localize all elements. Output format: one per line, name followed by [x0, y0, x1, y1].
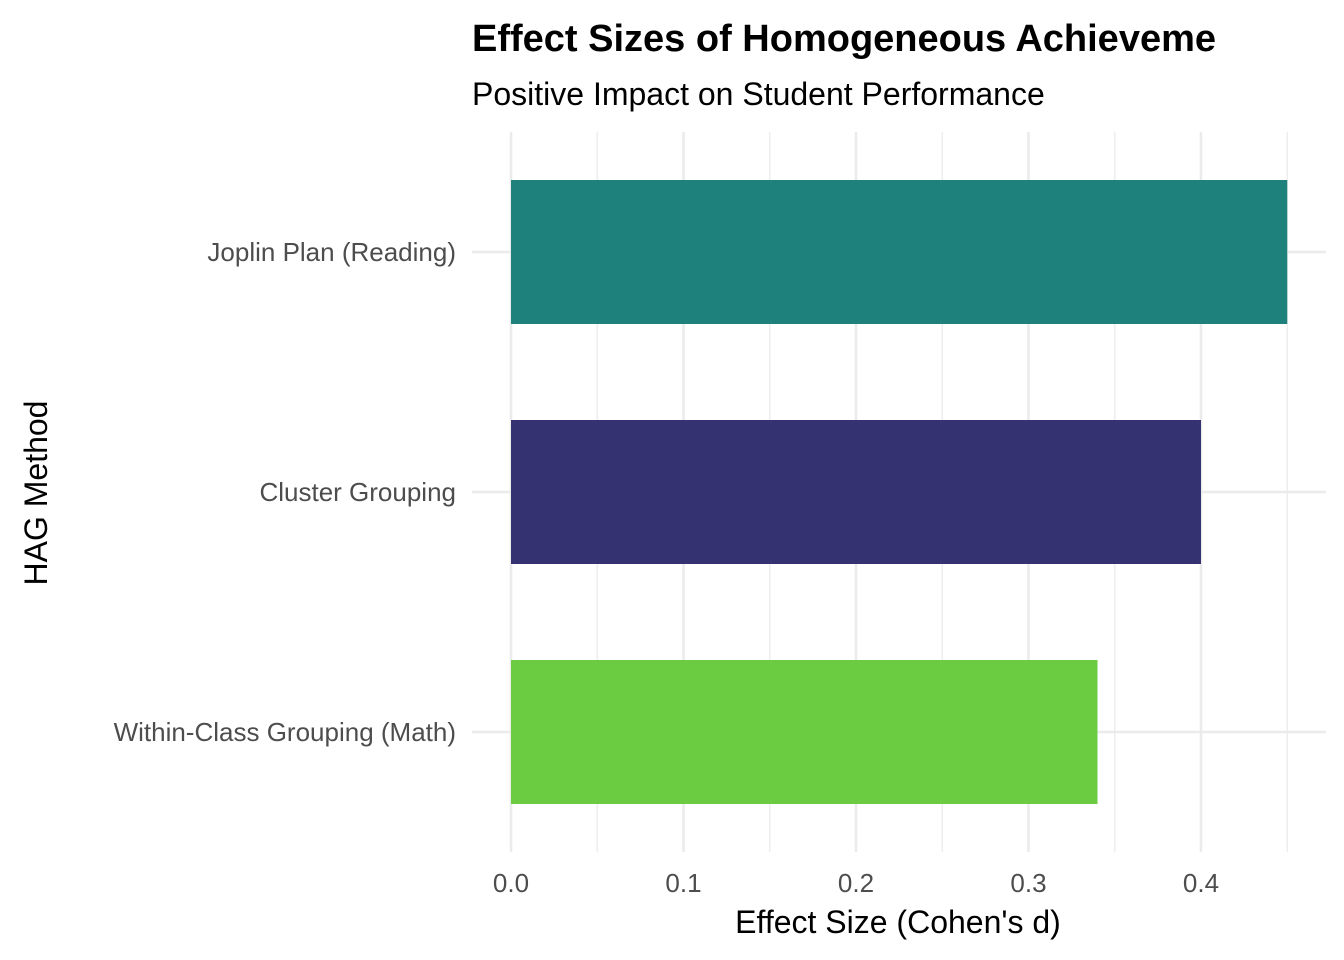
x-tick-labels: 0.0 0.1 0.2 0.3 0.4: [493, 868, 1219, 898]
y-tick-labels: Joplin Plan (Reading) Cluster Grouping Wit…: [114, 237, 456, 747]
x-tick-label: 0.0: [493, 868, 529, 898]
bar: [511, 420, 1201, 564]
x-tick-label: 0.1: [665, 868, 701, 898]
y-tick-label: Joplin Plan (Reading): [207, 237, 456, 267]
x-axis-title: Effect Size (Cohen's d): [735, 904, 1061, 940]
bars: [511, 180, 1288, 804]
x-tick-label: 0.2: [838, 868, 874, 898]
y-tick-label: Within-Class Grouping (Math): [114, 717, 456, 747]
x-tick-label: 0.4: [1183, 868, 1219, 898]
y-tick-label: Cluster Grouping: [259, 477, 456, 507]
x-tick-label: 0.3: [1010, 868, 1046, 898]
bar: [511, 660, 1098, 804]
y-axis-title: HAG Method: [18, 401, 54, 586]
chart-title: Effect Sizes of Homogeneous Achieveme: [472, 18, 1216, 60]
bar: [511, 180, 1288, 324]
chart-subtitle: Positive Impact on Student Performance: [472, 76, 1045, 112]
